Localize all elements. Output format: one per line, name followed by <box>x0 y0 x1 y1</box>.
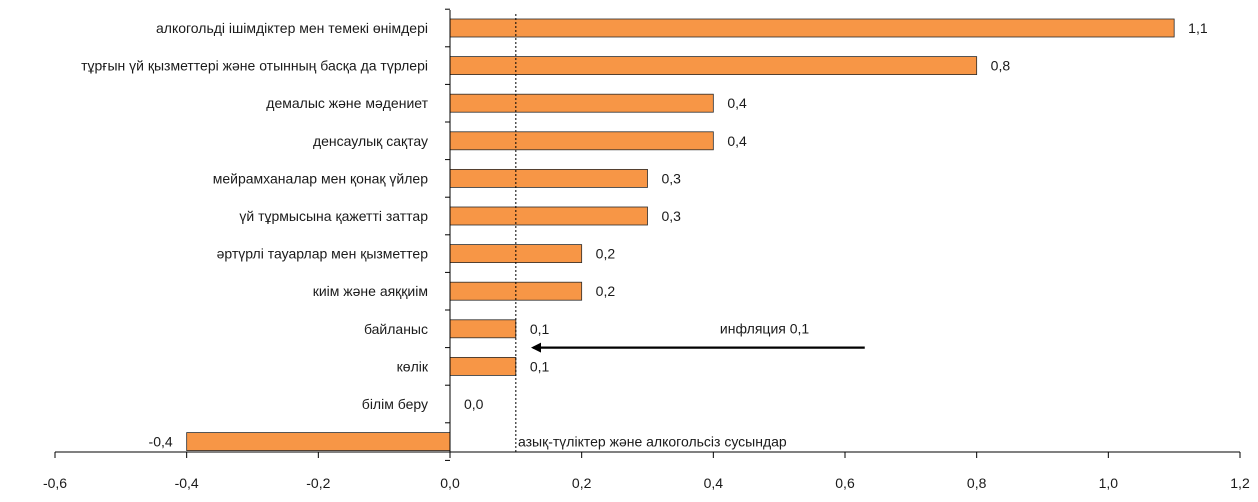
data-label: 0,3 <box>662 170 682 186</box>
category-label: көлік <box>397 358 429 374</box>
x-tick-label: -0,2 <box>306 475 330 491</box>
bar <box>449 319 517 339</box>
bar <box>449 56 978 75</box>
x-tick-label: -0,6 <box>43 475 67 491</box>
category-label: әртүрлі тауарлар мен қызметтер <box>217 246 429 262</box>
bar <box>449 93 714 113</box>
bar <box>449 168 648 188</box>
bar <box>449 206 648 226</box>
category-label: киім және аяққиім <box>313 283 428 299</box>
data-label: 0,1 <box>530 321 550 337</box>
x-tick-label: 1,2 <box>1230 475 1250 491</box>
data-label: 0,2 <box>596 283 616 299</box>
x-tick-label: 0,4 <box>704 475 724 491</box>
data-label: 0,4 <box>727 133 747 149</box>
labels-layer: алкогольді ішімдіктер мен темекі өнімдер… <box>81 20 1208 450</box>
category-label: байланыс <box>364 321 428 337</box>
x-tick-label: 0,8 <box>967 475 987 491</box>
category-label: денсаулық сақтау <box>313 133 428 149</box>
inflation-annotation-label: инфляция 0,1 <box>720 321 809 337</box>
bar <box>186 432 451 452</box>
category-label: білім беру <box>362 396 428 412</box>
data-label: 0,1 <box>530 358 550 374</box>
category-label: тұрғын үй қызметтері және отынның басқа … <box>81 58 428 74</box>
x-tick-label: 0,0 <box>440 475 460 491</box>
data-label: 1,1 <box>1188 20 1208 36</box>
category-label: демалыс және мәдениет <box>266 95 428 111</box>
category-label: азық-түліктер және алкогольсіз сусындар <box>518 434 787 450</box>
x-tick-label: 0,6 <box>835 475 855 491</box>
bar <box>449 18 1175 38</box>
data-label: -0,4 <box>149 434 173 450</box>
annotation-layer: инфляция 0,1 <box>515 14 865 452</box>
data-label: 0,4 <box>727 95 747 111</box>
category-label: үй тұрмысына қажетті заттар <box>239 208 428 224</box>
data-label: 0,3 <box>662 208 682 224</box>
data-label: 0,0 <box>464 396 484 412</box>
axis-layer: -0,6 -0,4 -0,2 0,0 0,2 0,4 0,6 0,8 1,0 1,2 <box>43 8 1250 491</box>
data-label: 0,2 <box>596 246 616 262</box>
x-tick-label: 0,2 <box>572 475 592 491</box>
bar <box>449 131 714 151</box>
data-label: 0,8 <box>991 58 1011 74</box>
category-label: алкогольді ішімдіктер мен темекі өнімдер… <box>156 20 428 36</box>
bar <box>449 356 517 376</box>
category-label: мейрамханалар мен қонақ үйлер <box>213 170 428 186</box>
bars-layer <box>186 18 1175 452</box>
x-tick-label: 1,0 <box>1099 475 1119 491</box>
x-tick-label: -0,4 <box>175 475 199 491</box>
